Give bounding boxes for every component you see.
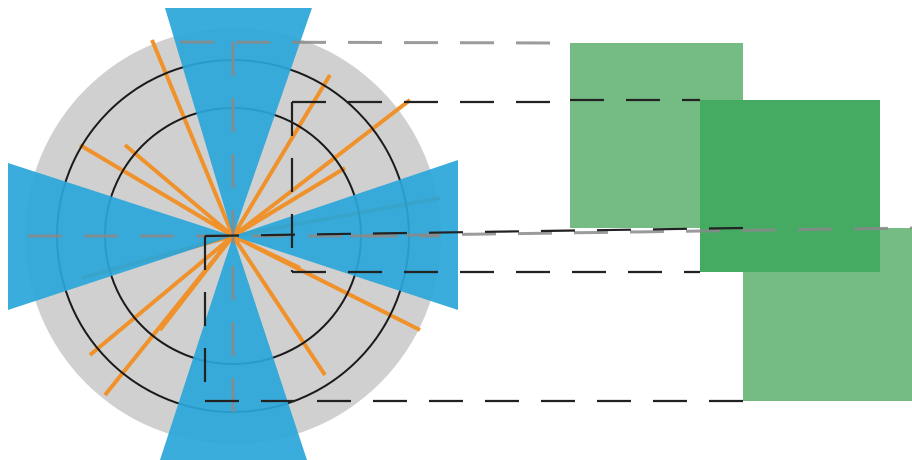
projection-square-middle xyxy=(700,100,880,272)
dash-bottom-top xyxy=(204,226,744,238)
ray xyxy=(158,234,235,332)
ray xyxy=(231,98,412,238)
dash-group xyxy=(203,98,744,403)
ray xyxy=(78,143,235,238)
ray xyxy=(231,234,327,377)
guide-top-projection xyxy=(179,40,571,45)
ray xyxy=(88,234,235,357)
ray xyxy=(123,143,235,238)
beam-left xyxy=(8,163,233,310)
beam-top xyxy=(165,8,312,236)
guide-bottom-projection xyxy=(349,226,912,238)
ray xyxy=(231,166,347,238)
ray xyxy=(232,234,301,270)
